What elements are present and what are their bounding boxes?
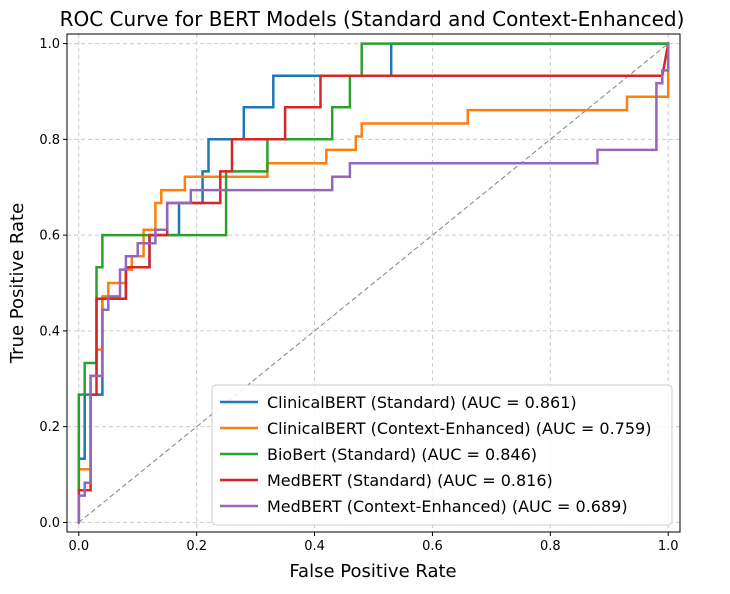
legend-box xyxy=(211,384,673,526)
y-tick-label: 0.8 xyxy=(39,133,60,148)
x-tick-label: 1.0 xyxy=(658,539,679,554)
y-tick-label: 0.2 xyxy=(39,420,60,435)
y-tick-label: 0.6 xyxy=(39,229,60,244)
x-tick-label: 0.0 xyxy=(68,539,89,554)
series-lines xyxy=(77,42,670,524)
series-line-4 xyxy=(77,42,670,524)
x-tick-label: 0.6 xyxy=(422,539,443,554)
chart-title: ROC Curve for BERT Models (Standard and … xyxy=(60,7,685,31)
y-tick-label: 0.4 xyxy=(39,324,60,339)
legend-label-4: MedBERT (Context-Enhanced) (AUC = 0.689) xyxy=(267,497,628,516)
axis-ticks: 0.0 0.2 0.4 0.6 0.8 1.0 0.0 0.2 0.4 0.6 0.8 1.0 xyxy=(39,37,678,554)
y-tick-label: 0.0 xyxy=(39,516,60,531)
chance-diagonal xyxy=(78,43,669,523)
x-tick-label: 0.4 xyxy=(304,539,325,554)
legend-label-2: BioBert (Standard) (AUC = 0.846) xyxy=(267,445,537,464)
x-tick-label: 0.8 xyxy=(540,539,561,554)
legend-label-0: ClinicalBERT (Standard) (AUC = 0.861) xyxy=(267,393,577,412)
x-tick-label: 0.2 xyxy=(186,539,207,554)
y-axis-label: True Positive Rate xyxy=(7,203,28,364)
legend: ClinicalBERT (Standard) (AUC = 0.861) Cli… xyxy=(211,384,673,526)
chance-diagonal-line xyxy=(78,43,669,523)
plot-frame xyxy=(66,33,681,533)
series-line-3 xyxy=(77,42,670,524)
x-axis-label: False Positive Rate xyxy=(289,561,456,582)
legend-label-1: ClinicalBERT (Context-Enhanced) (AUC = 0… xyxy=(267,419,651,438)
y-tick-label: 1.0 xyxy=(39,37,60,52)
legend-label-3: MedBERT (Standard) (AUC = 0.816) xyxy=(267,471,553,490)
